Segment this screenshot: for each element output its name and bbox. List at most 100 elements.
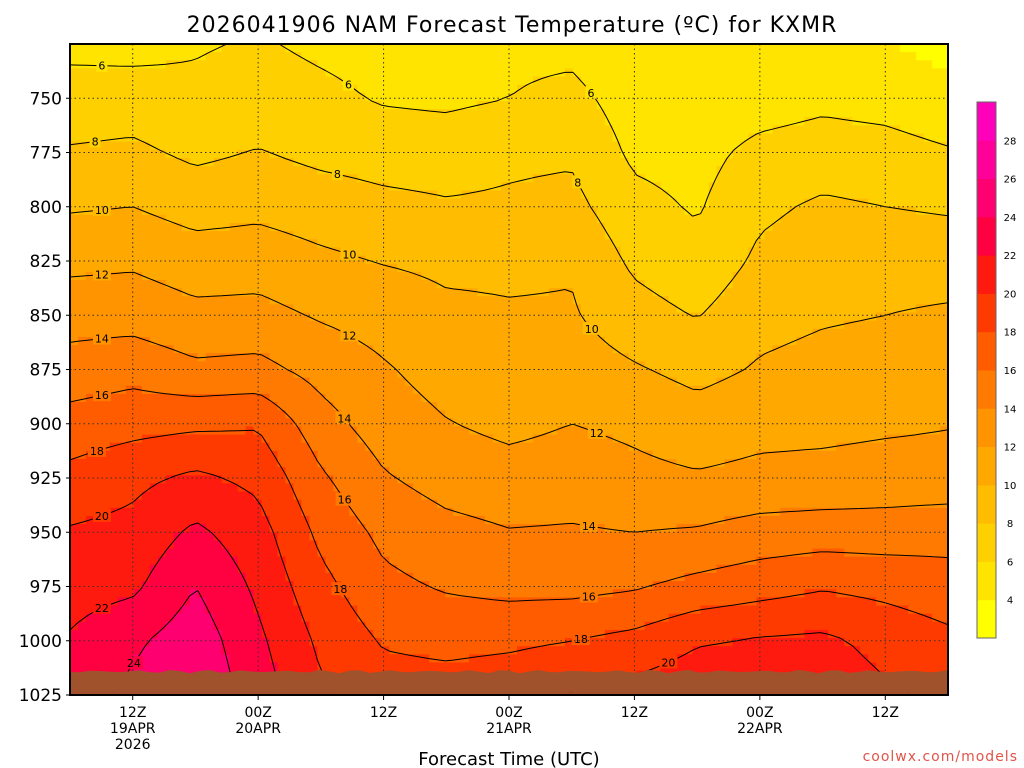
heat-cell [93,125,103,135]
heat-cell [70,296,79,305]
heat-cell [676,312,686,322]
heat-cell [245,271,255,281]
heat-cell [580,166,590,175]
heat-cell [756,92,766,102]
heat-cell [509,182,518,192]
heat-cell [317,68,327,78]
heat-cell [429,206,438,216]
heat-cell [628,336,638,346]
heat-cell [604,198,614,208]
heat-cell [373,255,382,265]
heat-cell [149,166,159,175]
heat-cell [261,157,271,167]
heat-cell [157,279,167,289]
heat-cell [596,149,606,159]
heat-cell [756,239,766,249]
heat-cell [397,255,406,265]
heat-cell [493,100,502,110]
heat-cell [836,76,845,86]
heat-cell [692,84,702,94]
heat-cell [836,190,845,200]
heat-cell [189,76,199,86]
heat-cell [117,141,127,151]
heat-cell [181,239,191,249]
heat-cell [612,239,622,249]
heat-cell [820,117,829,126]
heat-cell [413,279,422,289]
heat-cell [85,279,95,289]
heat-cell [277,328,287,338]
heat-cell [620,239,630,249]
heat-cell [133,214,143,224]
heat-cell [740,336,750,346]
heat-cell [828,214,837,224]
heat-cell [748,100,758,110]
heat-cell [205,214,215,224]
heat-cell [532,377,542,387]
heat-cell [381,60,390,70]
heat-cell [405,182,414,192]
heat-cell [421,247,430,257]
heat-cell [301,198,311,208]
heat-cell [325,92,334,102]
heat-cell [916,117,925,126]
heat-cell [173,328,183,338]
heat-cell [173,60,183,70]
heat-cell [221,206,231,216]
heat-cell [437,60,446,70]
heat-cell [724,206,734,216]
heat-cell [437,223,446,232]
heat-cell [788,157,797,167]
heat-cell [860,190,869,200]
heat-cell [580,92,590,102]
heat-cell [748,361,758,371]
heat-cell [684,174,694,183]
heat-cell [333,247,342,257]
heat-cell [628,353,638,362]
heat-cell [325,288,334,297]
heat-cell [812,68,821,78]
heat-cell [309,239,319,249]
heat-cell [636,76,646,86]
heat-cell [756,174,766,183]
heat-cell [612,44,622,53]
heat-cell [141,149,151,159]
heat-cell [804,190,813,200]
heat-cell [309,345,319,354]
heat-cell [501,296,510,305]
heat-cell [620,231,630,240]
heat-cell [85,190,95,200]
heat-cell [748,157,758,167]
heat-cell [932,92,941,102]
heat-cell [229,174,239,183]
heat-cell [684,361,694,371]
heat-cell [924,190,933,200]
heat-cell [612,157,622,167]
heat-cell [644,336,654,346]
heat-cell [389,44,398,53]
heat-cell [365,190,374,200]
heat-cell [133,247,143,257]
heat-cell [413,410,422,419]
heat-cell [852,84,861,94]
heat-cell [740,109,750,118]
heat-cell [189,312,199,322]
heat-cell [740,52,750,61]
heat-cell [197,100,207,110]
heat-cell [213,279,223,289]
heat-cell [532,76,542,86]
heat-cell [421,385,430,395]
heat-cell [269,320,279,330]
heat-cell [668,369,678,379]
heat-cell [77,117,87,126]
heat-cell [844,263,853,273]
heat-cell [900,255,909,265]
heat-cell [804,182,813,192]
heat-cell [269,84,279,94]
heat-cell [660,402,670,411]
heat-cell [501,271,510,281]
heat-cell [868,353,877,362]
heat-cell [101,84,111,94]
heat-cell [413,328,422,338]
heat-cell [548,157,558,167]
